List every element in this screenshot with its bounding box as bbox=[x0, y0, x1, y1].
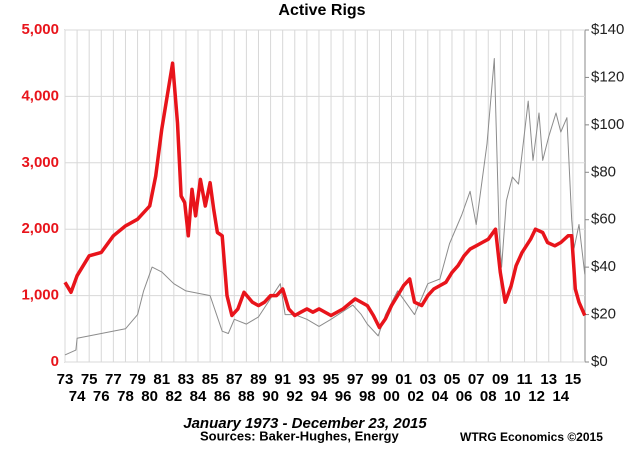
x-tick-label: 10 bbox=[504, 388, 521, 405]
x-tick-label: 73 bbox=[57, 371, 74, 388]
x-tick-label: 74 bbox=[69, 388, 86, 405]
x-tick-label: 06 bbox=[456, 388, 473, 405]
x-tick-label: 98 bbox=[359, 388, 376, 405]
series-line bbox=[63, 61, 587, 330]
y2-tick-label: $40 bbox=[591, 258, 616, 275]
x-tick-label: 95 bbox=[323, 371, 340, 388]
source: Sources: Baker-Hughes, Energy bbox=[200, 428, 399, 443]
x-tick-label: 14 bbox=[552, 388, 569, 405]
x-tick-label: 93 bbox=[299, 371, 316, 388]
y2-tick-label: $60 bbox=[591, 211, 616, 228]
x-tick-label: 80 bbox=[141, 388, 158, 405]
y-tick-label: 5,000 bbox=[21, 21, 59, 38]
subtitle: January 1973 - December 23, 2015 bbox=[183, 415, 427, 432]
x-tick-label: 01 bbox=[395, 371, 412, 388]
y-tick-label: 2,000 bbox=[21, 220, 59, 237]
chart-title: Active Rigs bbox=[278, 2, 365, 19]
y-tick-label: 1,000 bbox=[21, 287, 59, 304]
y2-tick-label: $140 bbox=[591, 21, 624, 38]
x-tick-label: 77 bbox=[105, 371, 122, 388]
x-tick-label: 78 bbox=[117, 388, 134, 405]
x-tick-label: 00 bbox=[383, 388, 400, 405]
credit: WTRG Economics ©2015 bbox=[460, 430, 603, 444]
x-tick-label: 05 bbox=[444, 371, 461, 388]
x-tick-label: 09 bbox=[492, 371, 509, 388]
x-tick-label: 04 bbox=[432, 388, 449, 405]
x-tick-label: 92 bbox=[286, 388, 303, 405]
x-tick-label: 94 bbox=[311, 388, 328, 405]
x-tick-label: 12 bbox=[528, 388, 545, 405]
y-tick-label: 4,000 bbox=[21, 87, 59, 104]
x-tick-label: 11 bbox=[517, 371, 533, 388]
x-tick-label: 08 bbox=[480, 388, 497, 405]
y2-tick-label: $80 bbox=[591, 163, 616, 180]
y2-tick-label: $100 bbox=[591, 116, 624, 133]
x-tick-label: 76 bbox=[93, 388, 110, 405]
series-line bbox=[64, 58, 586, 356]
x-tick-label: 13 bbox=[540, 371, 557, 388]
x-tick-label: 97 bbox=[347, 371, 364, 388]
x-tick-label: 84 bbox=[190, 388, 207, 405]
y2-tick-label: $20 bbox=[591, 306, 616, 323]
x-tick-label: 07 bbox=[468, 371, 485, 388]
x-tick-label: 96 bbox=[335, 388, 352, 405]
x-tick-label: 79 bbox=[129, 371, 146, 388]
x-tick-label: 75 bbox=[81, 371, 98, 388]
x-tick-label: 03 bbox=[419, 371, 436, 388]
x-tick-label: 82 bbox=[165, 388, 182, 405]
x-tick-label: 86 bbox=[214, 388, 231, 405]
x-tick-label: 87 bbox=[226, 371, 243, 388]
x-tick-label: 15 bbox=[565, 371, 582, 388]
x-tick-label: 85 bbox=[202, 371, 219, 388]
x-tick-label: 91 bbox=[274, 371, 291, 388]
x-tick-label: 99 bbox=[371, 371, 388, 388]
x-tick-label: 88 bbox=[238, 388, 255, 405]
x-tick-label: 81 bbox=[153, 371, 170, 388]
y2-tick-label: $0 bbox=[591, 353, 608, 370]
x-tick-label: 02 bbox=[407, 388, 424, 405]
x-tick-label: 89 bbox=[250, 371, 267, 388]
y-tick-label: 0 bbox=[51, 353, 59, 370]
y2-tick-label: $120 bbox=[591, 68, 624, 85]
x-tick-label: 90 bbox=[262, 388, 279, 405]
x-tick-label: 83 bbox=[178, 371, 195, 388]
y-tick-label: 3,000 bbox=[21, 154, 59, 171]
